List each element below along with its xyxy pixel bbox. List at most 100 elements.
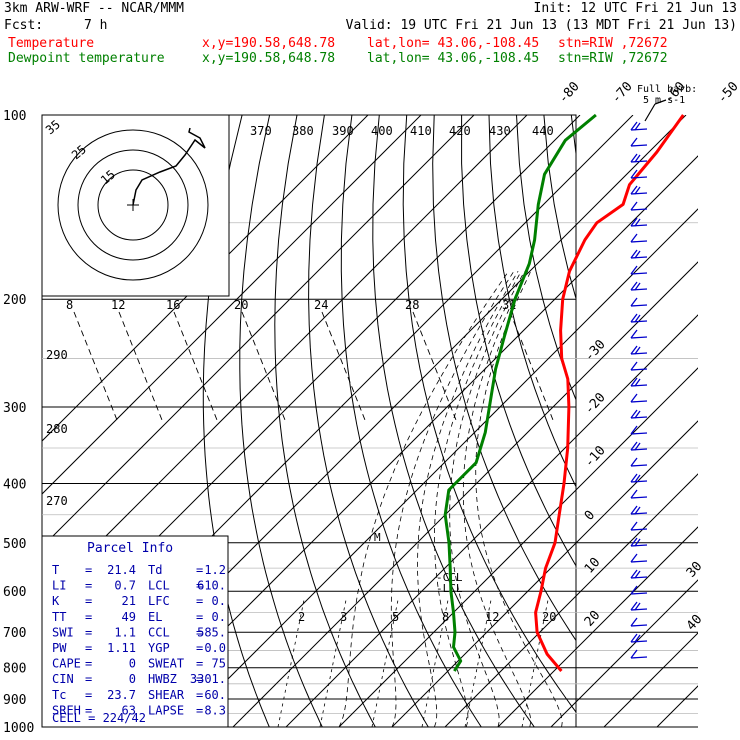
wind-barb — [630, 249, 638, 259]
parcel-eq: = — [196, 688, 203, 702]
isotherm — [42, 115, 369, 442]
isotherm — [232, 261, 698, 727]
wind-barb — [630, 512, 648, 515]
parcel-value: 23.7 — [107, 688, 136, 702]
parcel-value: 0.7 — [114, 579, 136, 593]
mixing-ratio-line — [319, 599, 347, 727]
wind-barb — [630, 192, 648, 195]
theta-label: 410 — [410, 124, 432, 138]
wind-barb — [630, 320, 648, 323]
parcel-key: LCL — [148, 579, 170, 593]
wind-barb — [630, 528, 648, 531]
dry-adiabat — [709, 115, 740, 727]
parcel-value: 585. — [197, 625, 226, 639]
moist-adiabat — [338, 270, 509, 727]
parcel-info-title: Parcel Info — [87, 541, 173, 556]
moist-adiabat — [475, 271, 563, 727]
wind-barb — [630, 448, 648, 451]
wind-barb — [630, 297, 638, 307]
parcel-key: LFC — [148, 594, 170, 608]
moist-adiabat — [417, 270, 519, 727]
mixing-ratio-line — [464, 599, 492, 727]
wind-barb — [630, 128, 648, 131]
dewpoint-latlon: lat,lon= 43.06,-108.45 — [367, 51, 540, 66]
wind-barb — [630, 153, 638, 163]
parcel-key: CCL — [148, 625, 170, 639]
parcel-key: Tc — [52, 688, 66, 702]
dry-adiabat — [654, 115, 740, 727]
parcel-key: HWBZ — [148, 672, 177, 686]
moist-adiabat — [462, 271, 532, 727]
wind-barb — [630, 336, 648, 339]
theta-label: 390 — [332, 124, 354, 138]
isotherm-label: -20 — [582, 390, 609, 417]
mixing-ratio-line — [277, 599, 305, 727]
parcel-key: PW — [52, 641, 67, 655]
theta-label: 430 — [489, 124, 511, 138]
isotherm — [42, 115, 475, 548]
hodograph-ring — [57, 129, 209, 281]
mixing-ratio-label: 20 — [542, 610, 556, 624]
pressure-label-300: 300 — [3, 401, 26, 416]
wind-barb — [630, 144, 648, 147]
dry-adiabat — [516, 115, 576, 402]
wind-barb — [630, 576, 648, 579]
parcel-eq: = — [85, 610, 92, 624]
temperature-latlon: lat,lon= 43.06,-108.45 — [367, 36, 540, 51]
wind-barb — [630, 432, 648, 435]
theta-label: 380 — [292, 124, 314, 138]
parcel-key: LAPSE — [148, 703, 184, 717]
isotherm-label: -10 — [582, 443, 609, 470]
wind-barb — [630, 240, 648, 243]
wind-barb — [630, 656, 648, 659]
pressure-label-700: 700 — [3, 626, 26, 641]
theta-label-left: 290 — [46, 348, 68, 362]
parcel-key: SWEAT — [148, 657, 184, 671]
pressure-label-1000: 1000 — [3, 721, 34, 736]
theta-label-left: 280 — [46, 422, 68, 436]
forecast-hours: 7 h — [84, 18, 108, 33]
theta-label: 400 — [371, 124, 393, 138]
isotherm — [603, 632, 698, 727]
wind-barb — [630, 121, 638, 131]
moist-adiabat — [390, 270, 515, 727]
wind-barb — [634, 250, 641, 259]
wind-barb — [630, 224, 648, 227]
temperature-legend: Temperature — [8, 36, 95, 51]
parcel-eq: = — [85, 594, 92, 608]
wind-barb — [630, 384, 648, 387]
wind-speed-line — [73, 311, 118, 421]
wind-barb — [630, 233, 638, 243]
wind-speed-label: 8 — [66, 298, 73, 312]
moist-adiabats — [338, 270, 563, 727]
parcel-value: 8.3 — [204, 703, 226, 717]
barb-legend-sample — [644, 103, 656, 122]
isotherm — [444, 473, 698, 727]
wind-barb — [634, 378, 641, 387]
parcel-key: LI — [52, 579, 66, 593]
wind-barb — [630, 409, 638, 419]
init-time: Init: 12 UTC Fri 21 Jun 13 — [533, 1, 738, 16]
isotherm — [338, 367, 698, 727]
parcel-key: TT — [52, 610, 66, 624]
wind-barb — [630, 361, 638, 371]
hodograph-ring — [97, 169, 169, 241]
dry-adiabat — [570, 115, 576, 158]
pressure-label-900: 900 — [3, 693, 26, 708]
wind-barb — [630, 352, 648, 355]
wind-barb — [630, 592, 648, 595]
isotherm — [710, 115, 740, 727]
wind-barb — [630, 425, 638, 435]
dry-adiabat — [308, 115, 429, 727]
wind-barb — [630, 137, 638, 147]
pressure-label-100: 100 — [3, 109, 26, 124]
parcel-value: 610. — [197, 579, 226, 593]
wind-barb — [630, 160, 648, 163]
wind-speed-label: 12 — [111, 298, 125, 312]
mixing-ratio-line — [371, 599, 399, 727]
wind-barb — [630, 649, 638, 659]
dry-adiabat — [736, 115, 740, 727]
theta-label: 420 — [449, 124, 471, 138]
parcel-key: CAPE — [52, 657, 81, 671]
isotherm-label: 30 — [684, 559, 706, 581]
